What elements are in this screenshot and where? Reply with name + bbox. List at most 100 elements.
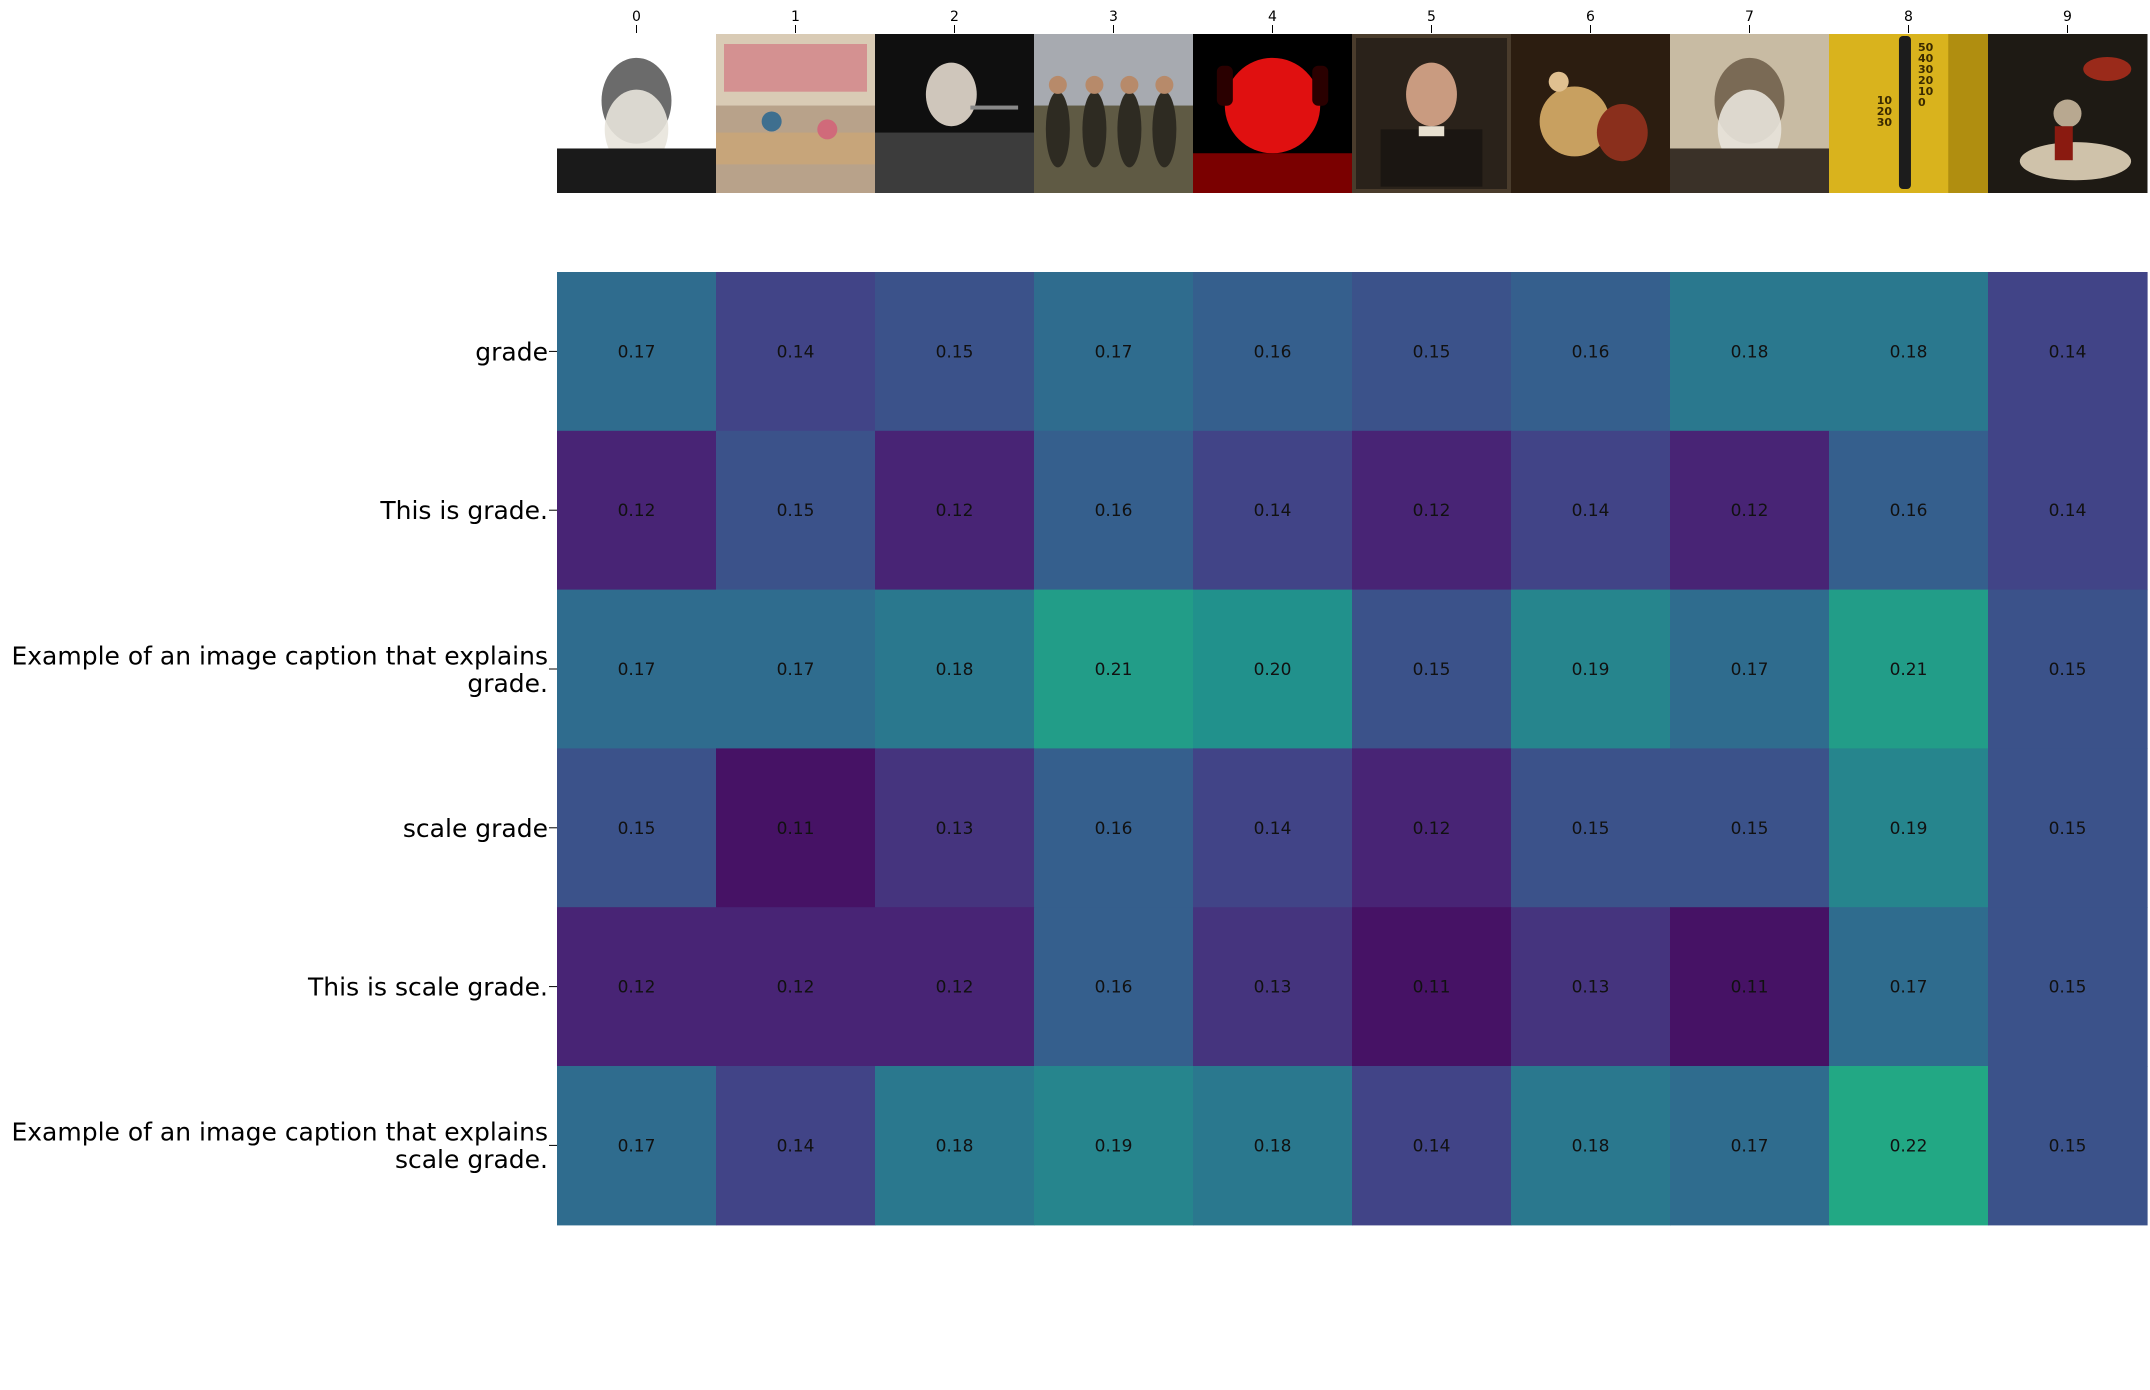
y-axis-ticks: grade This is grade. Example of an image c… — [11, 337, 557, 1174]
heatmap-cell — [1352, 272, 1512, 432]
cell-value-label: 0.12 — [618, 501, 656, 521]
thermometer-scale-label: 0 — [1918, 96, 1926, 109]
cell-value-label: 0.14 — [2049, 501, 2087, 521]
heatmap-cell — [716, 589, 876, 749]
woman-with-headphones-red-icon — [1193, 34, 1353, 193]
heatmap-cell — [1034, 1066, 1194, 1226]
cell-value-label: 0.11 — [1731, 978, 1769, 998]
heatmap-cell — [875, 589, 1035, 749]
y-tick-label: scale grade — [403, 814, 548, 843]
heatmap-cell — [1829, 589, 1989, 749]
heatmap-cell — [1034, 272, 1194, 432]
heatmap-cell — [557, 1066, 717, 1226]
x-tick-label: 4 — [1268, 9, 1277, 25]
cell-value-label: 0.17 — [618, 342, 656, 362]
cell-value-label: 0.17 — [1731, 1136, 1769, 1156]
cell-value-label: 0.18 — [1731, 342, 1769, 362]
cell-value-label: 0.15 — [1572, 819, 1610, 839]
cell-value-label: 0.15 — [1413, 660, 1451, 680]
heatmap-cells — [557, 272, 2148, 1226]
cell-value-label: 0.16 — [1095, 501, 1133, 521]
heatmap-cell — [716, 430, 876, 591]
y-tick-label: This is grade. — [379, 496, 548, 525]
heatmap-cell — [1193, 1066, 1353, 1226]
heatmap-cell — [1988, 430, 2148, 591]
painted-portrait-icon — [1352, 34, 1512, 193]
x-axis-ticks: 0 1 2 3 4 5 6 7 8 9 — [632, 9, 2072, 33]
thermometer-scale-label: 40 — [1918, 52, 1934, 65]
bearded-elderly-man-portrait-icon — [557, 34, 717, 193]
heatmap-cell — [1034, 589, 1194, 749]
y-tick-label: Example of an image caption that explain… — [11, 1118, 548, 1175]
cell-value-label: 0.17 — [618, 660, 656, 680]
thermometer-scale-label: 30 — [1877, 116, 1893, 129]
cell-value-label: 0.18 — [1572, 1136, 1610, 1156]
heatmap-cell — [1034, 748, 1194, 908]
x-tick-label: 7 — [1745, 9, 1754, 25]
heatmap-cell — [1193, 589, 1353, 749]
cell-value-label: 0.18 — [936, 1136, 974, 1156]
cell-value-label: 0.12 — [618, 978, 656, 998]
heatmap-cell — [1193, 430, 1353, 591]
heatmap-cell — [1988, 748, 2148, 908]
heatmap-cell — [557, 272, 717, 432]
cell-value-label: 0.12 — [936, 978, 974, 998]
heatmap-cell — [875, 1066, 1035, 1226]
cell-value-label: 0.16 — [1095, 978, 1133, 998]
x-tick-label: 1 — [791, 9, 800, 25]
thermometer-scale-label: 20 — [1877, 105, 1893, 118]
heatmap-cell — [557, 748, 717, 908]
x-tick-label: 9 — [2063, 9, 2072, 25]
heatmap-cell — [1511, 907, 1671, 1067]
x-tick-label: 0 — [632, 9, 641, 25]
elderly-man-sepia-portrait-icon — [1670, 34, 1830, 193]
heatmap-cell — [557, 589, 717, 749]
cell-value-label: 0.15 — [777, 501, 815, 521]
heatmap-cell — [1670, 907, 1830, 1067]
cell-value-label: 0.19 — [1890, 819, 1928, 839]
heatmap-cell — [1511, 272, 1671, 432]
cell-value-label: 0.16 — [1890, 501, 1928, 521]
cell-value-label: 0.14 — [777, 342, 815, 362]
cell-value-label: 0.15 — [2049, 819, 2087, 839]
x-tick-label: 3 — [1109, 9, 1118, 25]
y-tick-label: grade — [475, 337, 548, 366]
heatmap-cell — [1670, 1066, 1830, 1226]
heatmap-cell — [1352, 1066, 1512, 1226]
heatmap-cell — [557, 907, 717, 1067]
heatmap-cell — [1193, 748, 1353, 908]
heatmap-cell — [716, 272, 876, 432]
cell-value-label: 0.15 — [1413, 342, 1451, 362]
heatmap-cell — [1511, 1066, 1671, 1226]
heatmap-cell — [1511, 589, 1671, 749]
cell-value-label: 0.11 — [1413, 978, 1451, 998]
thermometer-scale-label: 30 — [1918, 63, 1934, 76]
thermometer-scale-label: 50 — [1918, 41, 1934, 54]
cell-value-labels: 0.17 0.14 0.15 0.17 0.16 0.15 0.16 0.18 0.18 0.14… — [618, 342, 2087, 1156]
y-tick-label: This is scale grade. — [307, 973, 548, 1002]
cell-value-label: 0.18 — [1890, 342, 1928, 362]
cell-value-label: 0.15 — [618, 819, 656, 839]
cell-value-label: 0.12 — [1731, 501, 1769, 521]
heatmap-cell — [1988, 907, 2148, 1067]
cell-value-label: 0.11 — [777, 819, 815, 839]
heatmap-cell — [1829, 1066, 1989, 1226]
cell-value-label: 0.16 — [1095, 819, 1133, 839]
heatmap-cell — [875, 907, 1035, 1067]
heatmap-cell — [1352, 589, 1512, 749]
x-tick-label: 2 — [950, 9, 959, 25]
heatmap-cell — [1829, 907, 1989, 1067]
heatmap-cell — [1352, 430, 1512, 591]
cell-value-label: 0.15 — [2049, 1136, 2087, 1156]
cell-value-label: 0.17 — [1890, 978, 1928, 998]
x-tick-label: 6 — [1586, 9, 1595, 25]
cell-value-label: 0.22 — [1890, 1136, 1928, 1156]
heatmap-cell — [716, 907, 876, 1067]
heatmap-cell — [1829, 748, 1989, 908]
cell-value-label: 0.15 — [1731, 819, 1769, 839]
heatmap-cell — [1670, 748, 1830, 908]
dark-painting-figures-icon — [1988, 34, 2148, 193]
man-at-microphone-icon — [875, 34, 1035, 193]
heatmap-cell — [1352, 907, 1512, 1067]
